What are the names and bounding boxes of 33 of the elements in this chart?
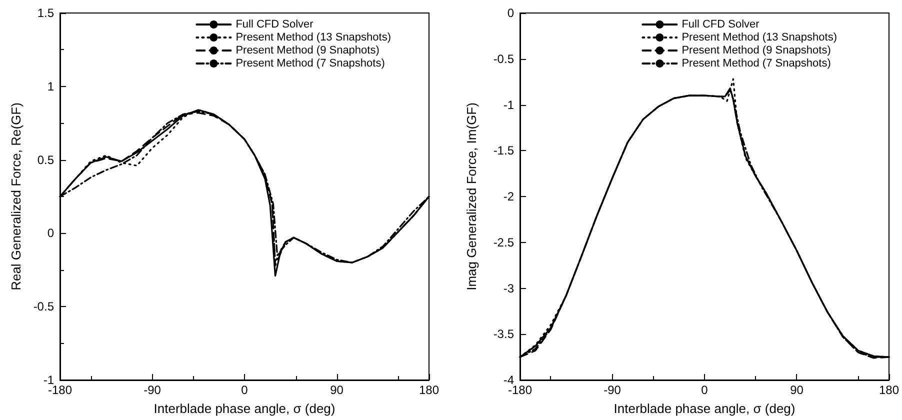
y-tick-label: -0.5	[33, 300, 54, 314]
x-tick-label: 180	[878, 383, 900, 397]
y-tick-label: -2.5	[493, 235, 514, 250]
x-tick-label: 90	[330, 383, 344, 397]
x-tick-label: -90	[144, 383, 162, 397]
legend-label: Present Method (13 Snapshots)	[682, 32, 837, 44]
y-tick-label: -3	[503, 281, 514, 296]
y-tick-label: -1.5	[493, 144, 514, 158]
x-tick-label: 0	[241, 383, 248, 397]
legend-label: Full CFD Solver	[236, 18, 314, 30]
x-tick-label: 90	[790, 383, 804, 397]
x-axis-title: Interblade phase angle, σ (deg)	[614, 401, 796, 416]
legend-label: Full CFD Solver	[682, 18, 760, 30]
y-tick-label: 0.5	[37, 152, 54, 167]
y-tick-label: -0.5	[493, 52, 514, 66]
x-tick-label: 180	[418, 383, 440, 397]
y-tick-label: 0	[507, 6, 514, 20]
y-axis-title: Real Generalized Force, Re(GF)	[8, 102, 24, 290]
y-tick-label: -3.5	[493, 327, 514, 342]
y-tick-label: -1	[503, 98, 514, 112]
legend-label: Present Method (7 Snapshots)	[682, 58, 831, 70]
y-tick-label: 1	[47, 79, 54, 94]
y-tick-label: -2	[503, 190, 514, 204]
y-axis-title: Imag Generalized Force, Im(GF)	[464, 102, 479, 290]
y-tick-label: 1.5	[37, 6, 54, 20]
legend-label: Present Method (9 Snapshots)	[682, 44, 831, 56]
legend-label: Present Method (7 Snapshots)	[236, 58, 385, 70]
legend-label: Present Method (13 Snapshots)	[236, 32, 391, 44]
x-axis-title: Interblade phase angle, σ (deg)	[154, 401, 336, 416]
x-tick-label: 0	[701, 383, 708, 397]
legend-label: Present Method (9 Snaphots)	[236, 44, 380, 56]
x-tick-label: -90	[604, 383, 622, 397]
y-tick-label: 0	[47, 226, 54, 240]
